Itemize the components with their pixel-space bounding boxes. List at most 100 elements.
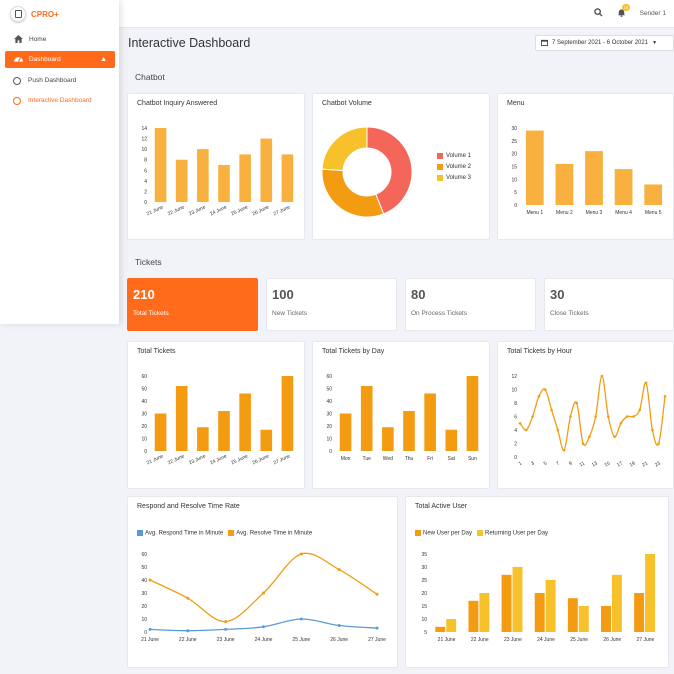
sidebar-item-interactive-dashboard[interactable]: Interactive Dashboard [5,92,115,109]
sidebar-item-push-dashboard[interactable]: Push Dashboard [5,72,115,89]
date-range-picker[interactable]: 7 September 2021 - 6 October 2021 ▼ [535,35,674,51]
data-point [619,421,623,425]
legend-item[interactable]: Volume 1 [437,150,471,161]
bar [239,154,251,202]
stat-label: New Tickets [272,310,308,317]
x-tick-label: 25 June [570,637,588,643]
logo [10,6,26,22]
y-tick-label: 25 [421,578,427,584]
respond-resolve-line-chart: 0 10 20 30 40 50 60 21 June 22 June 23 June 24 Jun… [141,552,386,643]
bar [218,411,230,451]
x-tick-label: 26 June [251,453,270,466]
x-tick-label: 23 June [504,637,522,643]
bar [260,429,273,451]
x-tick-label: 3 [530,460,536,467]
x-tick-label: 1 [518,460,524,467]
bar [634,593,645,632]
bell-icon[interactable]: 15 [617,4,631,19]
legend-item[interactable]: New User per Day [415,530,472,537]
y-tick-label: 10 [421,617,427,623]
card-title: Chatbot Volume [322,100,372,107]
x-tick-label: 13 [591,460,599,468]
data-point [613,435,616,439]
total-tickets-bar-chart: 0 10 20 30 40 50 60 21 June 22 June 23 June 24 Jun… [141,374,294,466]
y-tick-label: 30 [421,565,427,571]
legend-item[interactable]: Avg. Respond Time in Minute [137,530,223,537]
x-tick-label: 24 June [255,637,273,643]
data-point [638,408,642,412]
section-tickets: Tickets [135,257,162,267]
bar [403,411,415,451]
bar [360,386,373,451]
stat-total-tickets[interactable]: 210 Total Tickets [127,278,258,331]
x-tick-label: Menu 3 [586,210,603,216]
volume-donut-chart [321,126,413,218]
data-point [588,435,591,439]
chatbot-inquiry-card: Chatbot Inquiry Answered 0 2 4 6 8 10 12 14 21 J… [127,93,305,240]
legend-item[interactable]: Volume 2 [437,161,471,172]
menu-card: Menu 0 5 10 15 20 25 30 Menu 1 Menu 2 Menu 3 Menu … [497,93,674,240]
y-tick-label: 40 [141,578,147,584]
y-tick-label: 0 [514,455,517,461]
y-tick-label: 20 [141,604,147,610]
legend-item[interactable]: Returning User per Day [477,530,548,537]
y-tick-label: 0 [514,203,517,209]
search-icon[interactable] [593,8,603,19]
stat-close-tickets[interactable]: 30 Close Tickets [544,278,674,331]
y-tick-label: 60 [141,552,147,558]
x-tick-label: 24 June [537,637,555,643]
x-tick-label: 21 June [146,204,165,217]
bar [281,154,294,202]
bar [218,165,230,202]
page-title: Interactive Dashboard [128,36,251,50]
series-line [149,552,378,623]
brand[interactable]: CPRO+ [10,6,59,22]
y-tick-label: 14 [141,126,147,132]
stat-label: Close Tickets [550,310,589,317]
y-tick-label: 0 [144,630,147,636]
y-tick-label: 40 [141,399,147,405]
data-point [148,627,152,631]
x-tick-label: 27 June [368,637,386,643]
sidebar-item-dashboard[interactable]: Dashboard ▲ [5,51,115,68]
y-tick-label: 20 [141,424,147,430]
x-tick-label: 9 [568,460,574,467]
legend-item[interactable]: Avg. Resolve Time in Minute [228,530,312,537]
y-tick-label: 5 [514,190,517,196]
x-tick-label: 26 June [330,637,348,643]
bar [435,626,446,632]
stat-on-process-tickets[interactable]: 80 On Process Tickets [405,278,536,331]
x-tick-label: 22 June [167,204,186,217]
y-tick-label: 6 [514,415,517,421]
circle-icon [13,96,21,105]
x-tick-label: 21 June [438,637,456,643]
bar [175,386,188,451]
bar [479,593,490,632]
brand-name: CPRO+ [31,9,59,19]
legend-item[interactable]: Volume 3 [437,172,471,183]
bar [445,429,458,451]
dashboard-icon [12,55,24,64]
stat-new-tickets[interactable]: 100 New Tickets [266,278,397,331]
bar [281,376,294,451]
bar [382,427,394,451]
y-tick-label: 10 [511,388,517,394]
bar [545,580,556,632]
user-menu[interactable]: Sender 1 [639,10,666,17]
bar [424,393,436,451]
donut-slice [366,126,413,215]
data-point [562,448,566,452]
y-tick-label: 50 [326,387,332,393]
active-user-card: Total Active User New User per Day Retur… [405,496,669,668]
stat-value: 80 [411,287,426,302]
sidebar-item-label: Push Dashboard [28,77,77,84]
x-tick-label: 27 June [637,637,655,643]
data-point [262,625,265,629]
data-point [581,442,585,445]
bar [614,169,633,205]
tickets-by-day-card: Total Tickets by Day 0 10 20 30 40 50 60 Mon Tue… [312,341,490,489]
y-tick-label: 0 [144,449,147,455]
y-tick-label: 50 [141,387,147,393]
sidebar-item-home[interactable]: Home [5,31,115,48]
bar [525,130,544,205]
